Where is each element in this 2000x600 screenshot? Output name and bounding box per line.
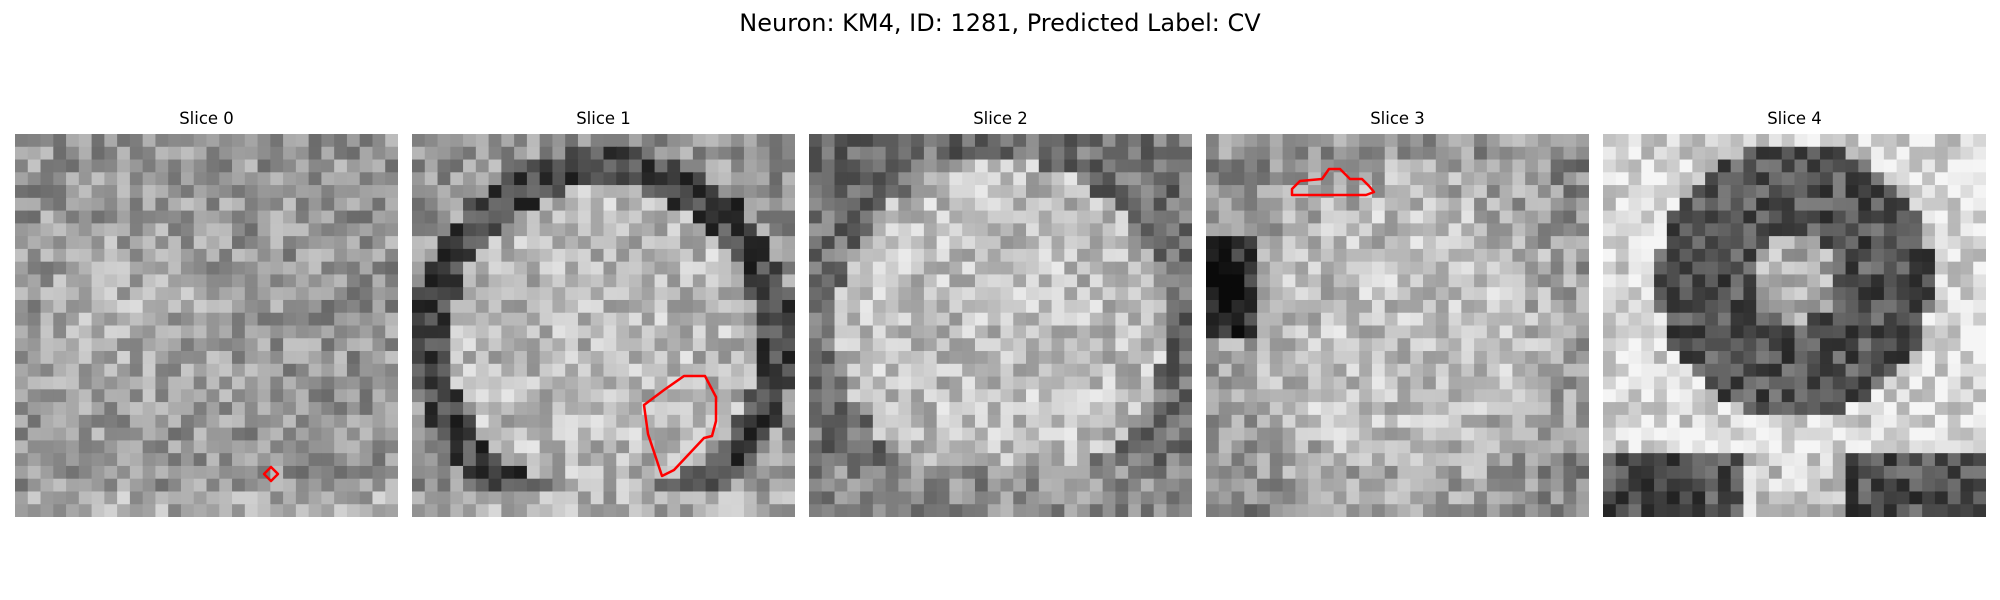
segmentation-contour <box>1290 167 1376 197</box>
slice-panel-4: Slice 4 <box>1603 108 1986 517</box>
segmentation-contour <box>262 465 280 483</box>
segmentation-contour <box>642 374 718 478</box>
slice-panel-1: Slice 1 <box>412 108 795 517</box>
slice-image-3 <box>1206 134 1589 517</box>
slice-image-4 <box>1603 134 1986 517</box>
slice-image-0 <box>15 134 398 517</box>
slice-title: Slice 4 <box>1767 109 1822 128</box>
slice-image-2 <box>809 134 1192 517</box>
slice-title: Slice 0 <box>179 109 234 128</box>
slice-title: Slice 1 <box>576 109 631 128</box>
slice-title: Slice 3 <box>1370 109 1425 128</box>
slice-panel-2: Slice 2 <box>809 108 1192 517</box>
slice-panel-0: Slice 0 <box>15 108 398 517</box>
slice-panel-3: Slice 3 <box>1206 108 1589 517</box>
figure-title: Neuron: KM4, ID: 1281, Predicted Label: … <box>739 9 1261 37</box>
slice-image-1 <box>412 134 795 517</box>
slice-title: Slice 2 <box>973 109 1028 128</box>
